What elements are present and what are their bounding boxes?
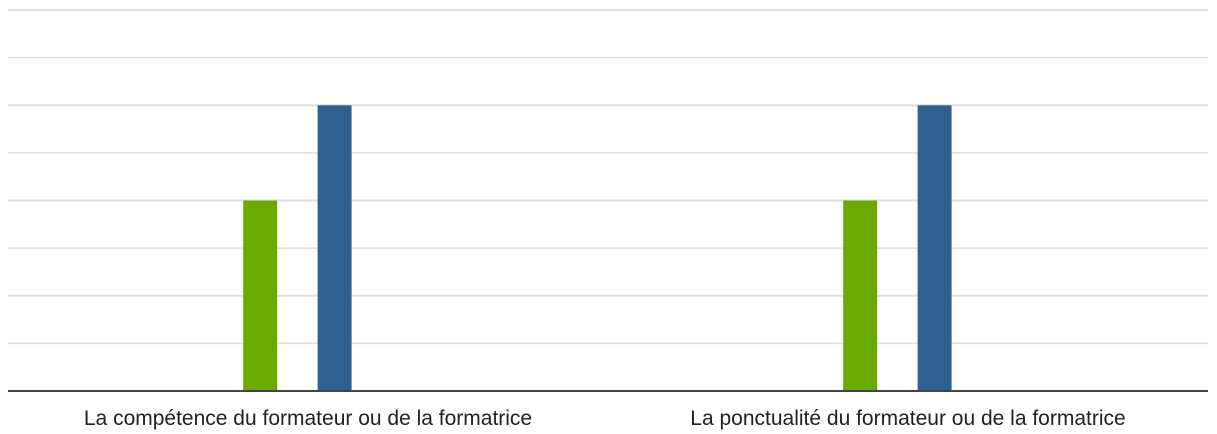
bar-1-series-3 (317, 105, 352, 392)
bar-1-series-2 (243, 200, 278, 391)
bar-2-series-3 (917, 105, 952, 392)
bars (243, 105, 952, 392)
category-labels: La compétence du formateur ou de la form… (84, 407, 1126, 430)
bar-2-series-2 (843, 200, 878, 391)
category-label-2: La ponctualité du formateur ou de la for… (690, 407, 1125, 430)
gridlines (8, 9, 1208, 345)
category-label-1: La compétence du formateur ou de la form… (84, 407, 532, 430)
